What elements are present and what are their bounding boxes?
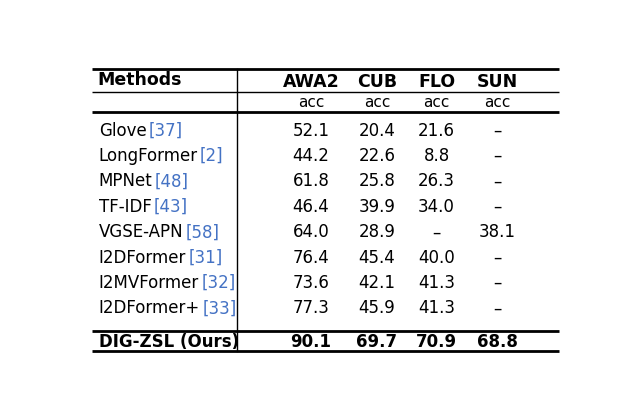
Text: 73.6: 73.6 [293,273,330,292]
Text: 76.4: 76.4 [293,248,329,266]
Text: 34.0: 34.0 [418,197,455,215]
Text: 38.1: 38.1 [479,223,516,241]
Text: I2DFormer+: I2DFormer+ [99,299,200,317]
Text: 22.6: 22.6 [359,147,396,165]
Text: [58]: [58] [186,223,220,241]
Text: 20.4: 20.4 [359,122,395,139]
Text: I2DFormer: I2DFormer [99,248,186,266]
Text: 45.4: 45.4 [359,248,395,266]
Text: 44.2: 44.2 [293,147,330,165]
Text: FLO: FLO [418,73,455,91]
Text: [32]: [32] [201,273,236,292]
Text: 52.1: 52.1 [293,122,330,139]
Text: –: – [493,299,501,317]
Text: DIG-ZSL (Ours): DIG-ZSL (Ours) [99,332,239,350]
Text: MPNet: MPNet [99,172,153,190]
Text: CUB: CUB [357,73,397,91]
Text: [31]: [31] [188,248,222,266]
Text: 68.8: 68.8 [477,332,517,350]
Text: VGSE-APN: VGSE-APN [99,223,183,241]
Text: 70.9: 70.9 [416,332,457,350]
Text: –: – [493,248,501,266]
Text: TF-IDF: TF-IDF [99,197,151,215]
Text: 21.6: 21.6 [418,122,455,139]
Text: Glove: Glove [99,122,146,139]
Text: 28.9: 28.9 [359,223,395,241]
Text: 26.3: 26.3 [418,172,455,190]
Text: 90.1: 90.1 [291,332,332,350]
Text: [33]: [33] [202,299,237,317]
Text: 42.1: 42.1 [359,273,396,292]
Text: acc: acc [423,95,450,110]
Text: 77.3: 77.3 [293,299,330,317]
Text: 40.0: 40.0 [418,248,455,266]
Text: 39.9: 39.9 [359,197,395,215]
Text: acc: acc [364,95,390,110]
Text: 25.8: 25.8 [359,172,395,190]
Text: Methods: Methods [97,71,181,89]
Text: 45.9: 45.9 [359,299,395,317]
Text: –: – [493,122,501,139]
Text: 69.7: 69.7 [356,332,398,350]
Text: –: – [493,147,501,165]
Text: –: – [493,273,501,292]
Text: –: – [493,197,501,215]
Text: 41.3: 41.3 [418,299,455,317]
Text: [37]: [37] [149,122,183,139]
Text: 61.8: 61.8 [293,172,330,190]
Text: acc: acc [298,95,324,110]
Text: LongFormer: LongFormer [99,147,198,165]
Text: 64.0: 64.0 [293,223,329,241]
Text: AWA2: AWA2 [283,73,339,91]
Text: 41.3: 41.3 [418,273,455,292]
Text: SUN: SUN [477,73,517,91]
Text: [48]: [48] [154,172,189,190]
Text: –: – [432,223,441,241]
Text: [2]: [2] [200,147,224,165]
Text: I2MVFormer: I2MVFormer [99,273,199,292]
Text: acc: acc [484,95,510,110]
Text: –: – [493,172,501,190]
Text: 46.4: 46.4 [293,197,329,215]
Text: 8.8: 8.8 [423,147,450,165]
Text: [43]: [43] [154,197,188,215]
